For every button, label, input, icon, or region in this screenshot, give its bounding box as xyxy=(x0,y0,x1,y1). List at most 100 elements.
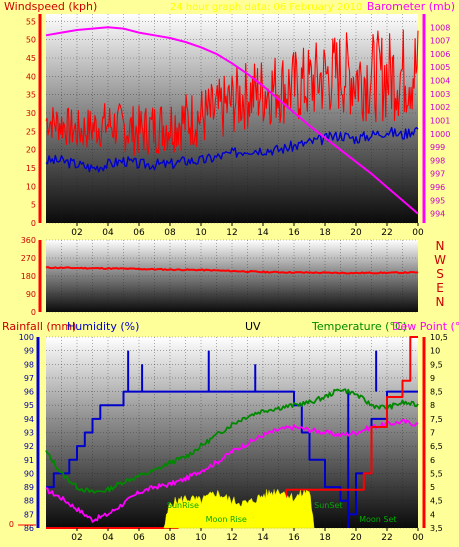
temperature-tick-label: 5 xyxy=(430,483,435,492)
barometer-tick-label: 1000 xyxy=(430,130,450,139)
wind-tick-label: 35 xyxy=(26,91,36,100)
temperature-tick-label: 6 xyxy=(430,456,435,465)
barometer-y-axis: 994 995 996 997 998 999 1000 1001 1002 1003 1004 10… xyxy=(422,14,450,223)
x-tick-label: 10 xyxy=(195,228,207,238)
x-tick-label: 12 xyxy=(226,533,237,543)
wind-tick-label: 45 xyxy=(26,54,36,63)
wind-series xyxy=(45,26,419,215)
barometer-tick-label: 1003 xyxy=(430,90,450,99)
x-tick-label: 02 xyxy=(71,228,82,238)
temperature-line xyxy=(45,388,419,494)
compass-letter: W xyxy=(434,253,446,267)
barometer-tick-label: 1008 xyxy=(430,23,450,32)
direction-tick-label: 90 xyxy=(26,290,36,299)
wind-grid xyxy=(46,14,418,224)
barometer-tick-label: 998 xyxy=(430,156,445,165)
compass-letter: N xyxy=(436,295,445,309)
humidity-tick-label: 99 xyxy=(24,347,34,356)
temperature-tick-label: 4,5 xyxy=(430,497,443,506)
temperature-tick-label: 6,5 xyxy=(430,442,443,451)
compass-letter: E xyxy=(436,281,444,295)
barometer-tick-label: 1007 xyxy=(430,37,450,46)
uv-area xyxy=(163,488,315,529)
temperature-tick-label: 10,5 xyxy=(430,333,448,342)
wind-tick-label: 25 xyxy=(26,127,36,136)
barometer-tick-label: 997 xyxy=(430,170,445,179)
x-tick-label: 22 xyxy=(381,228,392,238)
wind-tick-label: 30 xyxy=(26,109,36,118)
chart-title: 24 hour graph data: 06 February 2010 xyxy=(170,2,362,13)
humidity-line xyxy=(46,390,418,516)
wind-axis-title: Windspeed (kph) xyxy=(4,0,97,13)
x-tick-label: 00 xyxy=(412,228,424,238)
x-tick-label: 18 xyxy=(319,533,331,543)
barometer-tick-label: 1006 xyxy=(430,50,450,59)
humidity-tick-label: 86 xyxy=(24,524,34,533)
temperature-tick-label: 7 xyxy=(430,429,435,438)
barometer-line xyxy=(45,26,419,215)
barometer-tick-label: 1002 xyxy=(430,103,450,112)
barometer-tick-label: 1001 xyxy=(430,116,450,125)
x-tick-label: 04 xyxy=(102,533,114,543)
humidity-tick-label: 94 xyxy=(24,415,34,424)
humidity-tick-label: 89 xyxy=(24,483,34,492)
barometer-tick-label: 999 xyxy=(430,143,445,152)
x-tick-label: 12 xyxy=(226,228,237,238)
x-tick-label: 06 xyxy=(133,533,145,543)
humidity-tick-label: 88 xyxy=(24,497,34,506)
compass-letter: S xyxy=(436,267,444,281)
wind-tick-label: 55 xyxy=(26,17,36,26)
x-tick-label: 10 xyxy=(195,533,207,543)
x-tick-label: 20 xyxy=(350,228,362,238)
humidity-tick-label: 96 xyxy=(24,388,34,397)
barometer-tick-label: 995 xyxy=(430,196,445,205)
temperature-tick-label: 5,5 xyxy=(430,469,443,478)
humidity-tick-label: 92 xyxy=(24,442,34,451)
rainfall-axis-title: Rainfall (mm) xyxy=(2,320,76,333)
wind-tick-label: 15 xyxy=(26,164,36,173)
x-tick-label: 04 xyxy=(102,228,114,238)
temperature-tick-label: 8 xyxy=(430,401,435,410)
direction-tick-label: 0 xyxy=(31,308,36,317)
barometer-tick-label: 994 xyxy=(430,210,445,219)
x-tick-label: 18 xyxy=(319,228,331,238)
direction-tick-label: 270 xyxy=(21,254,36,263)
temperature-tick-label: 8,5 xyxy=(430,388,443,397)
temperature-tick-label: 9 xyxy=(430,374,435,383)
barometer-axis-title: Barometer (mb) xyxy=(367,0,455,13)
direction-grid xyxy=(46,239,418,313)
wind-y-axis: 0 5 10 15 20 25 30 35 40 45 50 55 xyxy=(26,14,42,228)
humidity-y-axis: 86 87 88 89 90 91 92 93 94 95 96 97 98 99 100 0 xyxy=(9,333,40,533)
average-wind-line xyxy=(45,126,419,173)
gust-line xyxy=(45,29,419,156)
temperature-tick-label: 10 xyxy=(430,347,440,356)
x-tick-label: 16 xyxy=(288,228,300,238)
direction-y-axis: 0 90 180 270 360 xyxy=(21,236,42,317)
x-tick-label: 06 xyxy=(133,228,145,238)
x-tick-label: 08 xyxy=(164,228,176,238)
x-tick-label: 22 xyxy=(381,533,392,543)
humidity-series xyxy=(45,336,419,529)
humidity-tick-label: 95 xyxy=(24,401,34,410)
x-tick-label: 20 xyxy=(350,533,362,543)
humidity-tick-label: 87 xyxy=(24,510,34,519)
humidity-tick-label: 98 xyxy=(24,360,34,369)
humidity-tick-label: 93 xyxy=(24,429,34,438)
direction-tick-label: 360 xyxy=(21,236,36,245)
x-tick-label: 14 xyxy=(257,228,269,238)
x-tick-label: 16 xyxy=(288,533,300,543)
wind-tick-label: 5 xyxy=(31,201,36,210)
x-tick-label: 14 xyxy=(257,533,269,543)
astro-label: SunRise xyxy=(167,501,199,510)
barometer-tick-label: 1005 xyxy=(430,63,450,72)
astro-label: Moon Rise xyxy=(206,515,247,524)
temperature-tick-label: 9,5 xyxy=(430,360,443,369)
astro-annotations: SunRise SunSet Moon Rise Moon Set xyxy=(167,501,397,524)
humidity-tick-label: 97 xyxy=(24,374,34,383)
direction-series xyxy=(45,266,419,275)
humidity-tick-label: 91 xyxy=(24,456,34,465)
x-tick-label: 02 xyxy=(71,533,82,543)
